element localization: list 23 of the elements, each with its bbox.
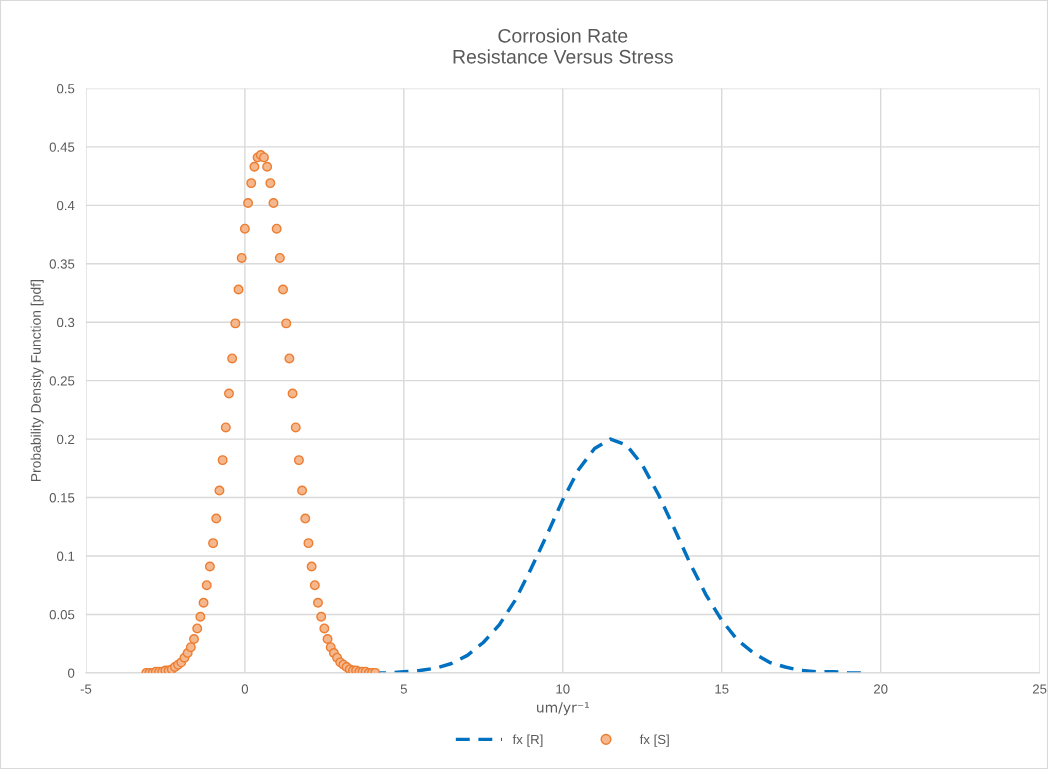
x-tick-label: 0	[241, 684, 249, 694]
y-tick-label: 0	[68, 668, 75, 678]
y-tick-label: 0.5	[57, 84, 75, 94]
x-tick-label: 15	[715, 684, 729, 694]
x-tick-label: 25	[1032, 684, 1047, 694]
y-tick-label: 0.35	[49, 259, 75, 269]
legend-label: fx [R]	[512, 734, 543, 747]
x-tick-label: 20	[874, 684, 888, 694]
y-tick-label: 0.2	[57, 434, 75, 445]
x-tick-label: -5	[80, 684, 92, 694]
y-tick-label: 0.25	[49, 376, 75, 386]
chart-title: Corrosion Rate Resistance Versus Stress	[453, 28, 673, 64]
y-tick-label: 0.4	[57, 200, 75, 211]
legend-label: fx [S]	[639, 734, 669, 747]
x-tick-label: 10	[556, 684, 570, 694]
x-axis-title: um/yr⁻¹	[537, 702, 589, 716]
y-axis-title: Probability Density Function [pdf]	[30, 280, 44, 482]
y-tick-label: 0.3	[57, 317, 75, 328]
y-tick-label: 0.15	[49, 493, 75, 503]
y-tick-label: 0.05	[49, 610, 75, 620]
x-tick-label: 5	[400, 684, 407, 694]
y-tick-label: 0.45	[49, 142, 75, 152]
y-tick-label: 0.1	[57, 551, 75, 561]
